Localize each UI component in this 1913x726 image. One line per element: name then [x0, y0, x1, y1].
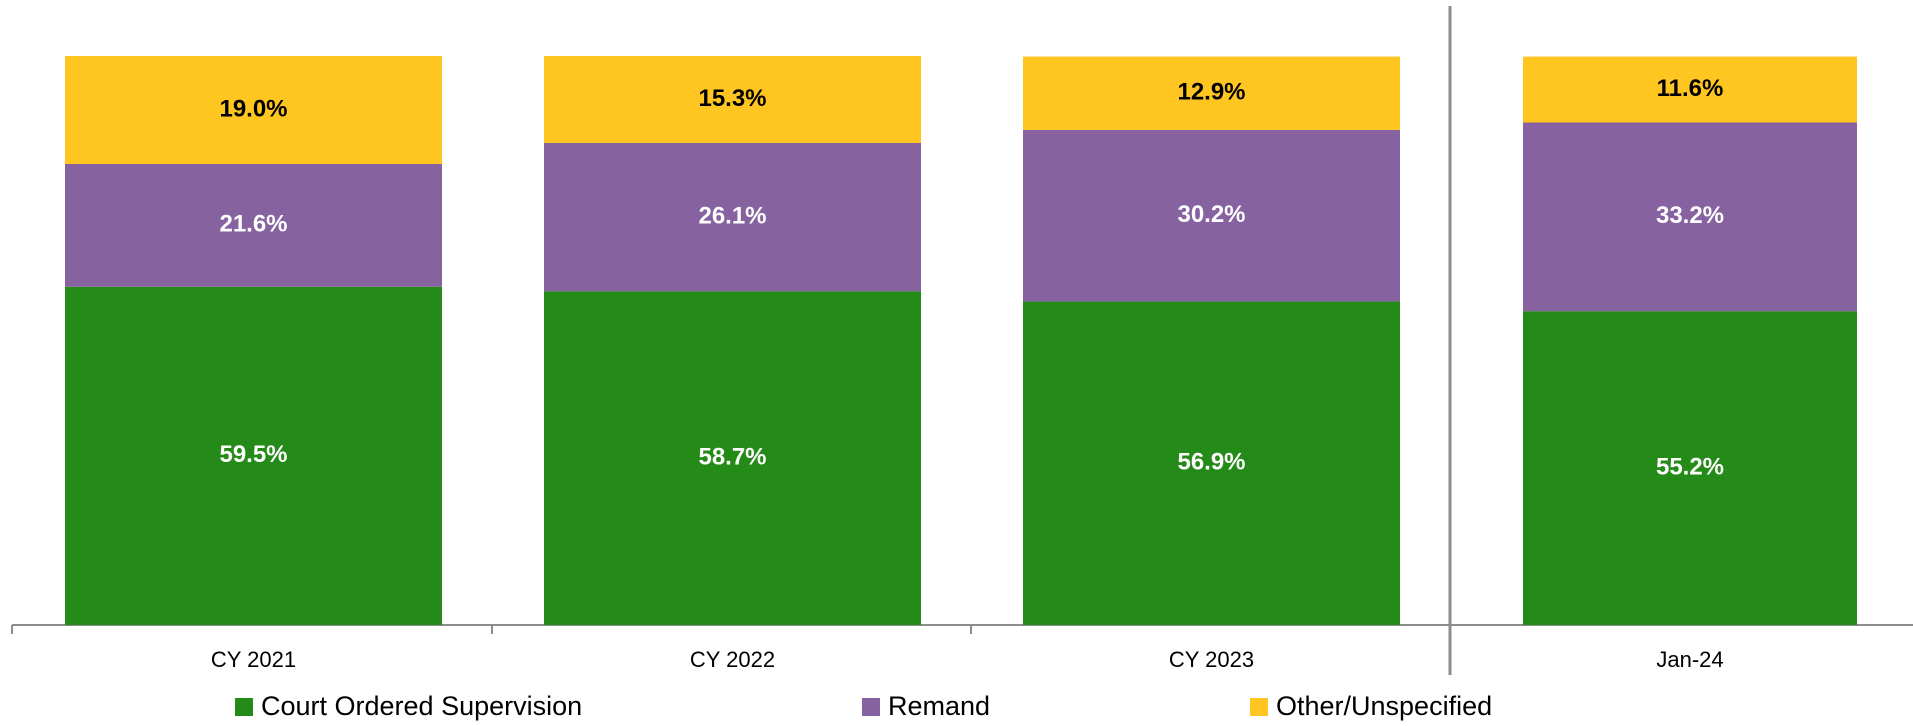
data-label: 58.7% [698, 444, 766, 471]
bar-segment [1023, 301, 1400, 625]
legend-swatch [862, 698, 880, 716]
data-label: 19.0% [219, 95, 287, 122]
legend-label: Remand [888, 691, 990, 721]
legend-swatch [235, 698, 253, 716]
bar-segment [65, 56, 442, 165]
data-label: 15.3% [698, 85, 766, 112]
bar-segment [544, 56, 921, 143]
legend-swatch [1250, 698, 1268, 716]
legend-label: Other/Unspecified [1276, 691, 1492, 721]
data-label: 21.6% [219, 211, 287, 238]
data-label: 59.5% [219, 441, 287, 468]
bar-segment [544, 142, 921, 292]
data-label: 12.9% [1177, 79, 1245, 106]
bar-segment [544, 291, 921, 625]
x-tick-label: CY 2022 [690, 647, 775, 672]
data-label: 30.2% [1177, 201, 1245, 228]
x-tick-label: CY 2021 [211, 647, 296, 672]
bar-segment [65, 164, 442, 287]
data-label: 11.6% [1657, 75, 1724, 102]
data-label: 56.9% [1177, 449, 1245, 476]
bar-segment [1023, 129, 1400, 302]
bar-segment [1023, 56, 1400, 130]
bar-segment [1523, 56, 1857, 123]
data-label: 55.2% [1656, 453, 1724, 480]
x-tick-label: Jan-24 [1656, 647, 1723, 672]
data-label: 33.2% [1656, 202, 1724, 229]
bar-segment [65, 286, 442, 625]
x-tick-label: CY 2023 [1169, 647, 1254, 672]
bar-segment [1523, 311, 1857, 625]
legend-label: Court Ordered Supervision [261, 691, 582, 721]
data-label: 26.1% [698, 202, 766, 229]
bar-segment [1523, 122, 1857, 312]
